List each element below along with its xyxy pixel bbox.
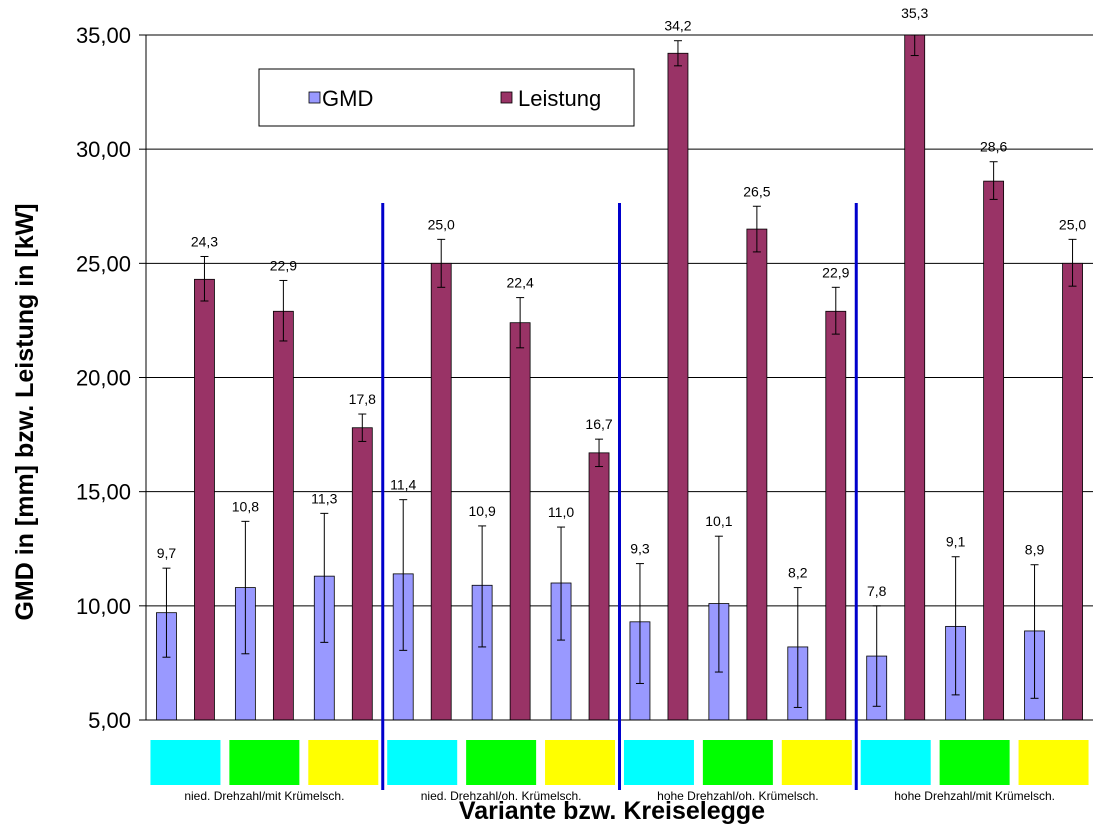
error-bars xyxy=(162,34,1077,708)
bar-leistung xyxy=(430,262,452,721)
bar-leistung xyxy=(904,34,926,721)
bar-leistung xyxy=(509,322,531,721)
data-label: 7,8 xyxy=(867,583,887,599)
data-label: 11,4 xyxy=(390,477,416,493)
data-label: 11,3 xyxy=(311,490,337,506)
data-label: 22,4 xyxy=(507,275,534,291)
y-tick-label: 10,00 xyxy=(76,594,131,619)
data-label: 35,3 xyxy=(901,5,928,21)
data-label: 26,5 xyxy=(743,183,770,199)
data-label: 28,6 xyxy=(980,139,1007,155)
category-swatch xyxy=(150,740,221,785)
legend-label-leistung: Leistung xyxy=(518,86,601,111)
group-labels: nied. Drehzahl/mit Krümelsch. nied. Drehz… xyxy=(184,789,1055,803)
data-label: 9,1 xyxy=(946,534,966,550)
legend-swatch-leistung xyxy=(500,91,513,104)
legend-label-gmd: GMD xyxy=(322,86,373,111)
data-label: 22,9 xyxy=(270,257,297,273)
data-label: 17,8 xyxy=(349,391,376,407)
y-tick-label: 15,00 xyxy=(76,480,131,505)
bar-leistung xyxy=(351,427,373,721)
data-label: 34,2 xyxy=(664,18,691,34)
bar-leistung xyxy=(588,452,610,721)
y-tick-label: 25,00 xyxy=(76,251,131,276)
bar-leistung xyxy=(746,228,768,721)
bar-leistung xyxy=(1062,262,1083,721)
data-labels: 9,7 24,3 10,8 22,9 11,3 17,8 11,4 25,0 10,9 22,4 1… xyxy=(157,5,1087,599)
data-label: 25,0 xyxy=(1059,216,1086,232)
bar-leistung xyxy=(194,278,215,721)
data-label: 8,9 xyxy=(1025,542,1045,558)
bar-leistung xyxy=(667,52,689,721)
data-label: 22,9 xyxy=(822,264,849,280)
y-tick-label: 35,00 xyxy=(76,23,131,48)
y-tick-label: 5,00 xyxy=(88,708,131,733)
y-tick-label: 30,00 xyxy=(76,137,131,162)
category-swatch xyxy=(1018,740,1089,785)
category-swatch xyxy=(466,740,537,785)
data-label: 9,3 xyxy=(630,541,650,557)
group-label: nied. Drehzahl/mit Krümelsch. xyxy=(184,789,344,803)
category-swatch xyxy=(860,740,931,785)
x-axis-title: Variante bzw. Kreiselegge xyxy=(459,797,765,825)
bar-leistung xyxy=(983,180,1005,721)
data-label: 9,7 xyxy=(157,545,177,561)
y-tick-label: 20,00 xyxy=(76,366,131,391)
y-axis-title: GMD in [mm] bzw. Leistung in [kW] xyxy=(11,203,39,620)
legend-swatch-gmd xyxy=(308,91,321,104)
category-swatches xyxy=(150,740,1089,785)
data-label: 10,1 xyxy=(705,513,732,529)
category-swatch xyxy=(939,740,1010,785)
bar-leistung xyxy=(272,310,294,721)
data-label: 10,9 xyxy=(469,503,496,519)
category-swatch xyxy=(781,740,852,785)
category-swatch xyxy=(623,740,694,785)
legend: GMD Leistung xyxy=(258,68,635,127)
y-axis-ticks: 5,00 10,00 15,00 20,00 25,00 30,00 35,00 xyxy=(76,23,146,733)
data-label: 16,7 xyxy=(585,416,612,432)
category-swatch xyxy=(229,740,300,785)
data-label: 8,2 xyxy=(788,565,808,581)
group-label: nied. Drehzahl/oh. Krümelsch. xyxy=(421,789,582,803)
data-label: 24,3 xyxy=(191,233,218,249)
group-label: hohe Drehzahl/mit Krümelsch. xyxy=(894,789,1055,803)
group-label: hohe Drehzahl/oh. Krümelsch. xyxy=(657,789,818,803)
category-swatch xyxy=(545,740,616,785)
data-label: 11,0 xyxy=(548,504,574,520)
category-swatch xyxy=(387,740,458,785)
category-swatch xyxy=(308,740,379,785)
data-label: 25,0 xyxy=(428,216,455,232)
bars xyxy=(156,34,1083,721)
data-label: 10,8 xyxy=(232,498,259,514)
group-separators xyxy=(381,203,858,790)
legend-box xyxy=(258,68,635,127)
category-swatch xyxy=(702,740,773,785)
bar-leistung xyxy=(825,310,847,721)
